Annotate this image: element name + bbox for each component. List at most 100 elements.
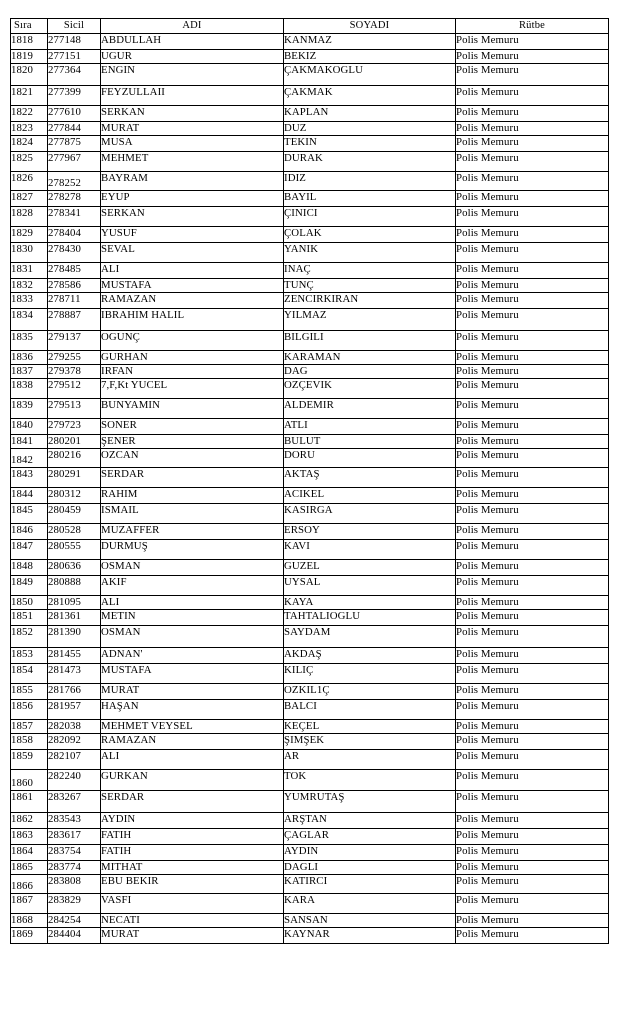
cell-soyadi: TOK [283,769,456,791]
table-row: 1838 279512 7,F,Kt YUCEL OZÇEVIK Polis Memur… [10,378,609,399]
cell-adi: RAHIM [100,487,284,504]
cell-adi: RAMAZAN [100,733,284,750]
cell-rutbe: Polis Memuru [455,292,609,309]
cell-rutbe: Polis Memuru [455,790,609,813]
cell-rutbe: Polis Memuru [455,171,609,191]
table-row: 1864 283754 FATIH AYDIN Polis Memuru [10,844,609,861]
cell-rutbe: Polis Memuru [455,699,609,720]
table-row: 1862 283543 AYDIN ARŞTAN Polis Memuru [10,812,609,829]
cell-sicil: 277148 [47,33,101,50]
cell-rutbe: Polis Memuru [455,913,609,928]
cell-sira: 1820 [10,63,48,86]
cell-rutbe: Polis Memuru [455,539,609,560]
cell-sira: 1835 [10,330,48,351]
cell-sicil: 278711 [47,292,101,309]
cell-adi: MUSTAFA [100,278,284,293]
cell-soyadi: YUMRUTAŞ [283,790,456,813]
cell-sicil: 282038 [47,719,101,734]
page-bottom-margin [10,944,609,984]
cell-soyadi: BEKIZ [283,49,456,64]
cell-sira: 1858 [10,733,48,750]
cell-rutbe: Polis Memuru [455,350,609,365]
cell-rutbe: Polis Memuru [455,242,609,263]
cell-soyadi: BAYIL [283,190,456,207]
table-row: 1851 281361 METIN TAHTALIOGLU Polis Memuru [10,609,609,626]
table-row: 1836 279255 GURHAN KARAMAN Polis Memuru [10,350,609,365]
cell-rutbe: Polis Memuru [455,226,609,243]
table-row: 1863 283617 FATIH ÇAGLAR Polis Memuru [10,828,609,845]
cell-sira: 1839 [10,398,48,419]
cell-sira: 1848 [10,559,48,576]
table-row: 1826 278252 BAYRAM IDIZ Polis Memuru [10,171,609,191]
column-header-sicil: Sicil [47,18,101,34]
cell-sira: 1818 [10,33,48,50]
cell-sicil: 278485 [47,262,101,279]
cell-soyadi: ÇOLAK [283,226,456,243]
cell-sicil: 282107 [47,749,101,770]
cell-sicil: 283774 [47,860,101,875]
cell-sira: 1822 [10,105,48,122]
table-row: 1865 283774 MITHAT DAGLI Polis Memuru [10,860,609,875]
cell-adi: MUZAFFER [100,523,284,540]
table-row: 1819 277151 UGUR BEKIZ Polis Memuru [10,49,609,64]
cell-adi: 7,F,Kt YUCEL [100,378,284,399]
cell-sira: 1828 [10,206,48,227]
cell-adi: OZCAN [100,448,284,468]
table-row: 1833 278711 RAMAZAN ZENCIRKIRAN Polis Memuru [10,292,609,309]
cell-sicil: 281957 [47,699,101,720]
cell-rutbe: Polis Memuru [455,893,609,914]
cell-rutbe: Polis Memuru [455,364,609,379]
cell-sicil: 278341 [47,206,101,227]
cell-sira: 1829 [10,226,48,243]
cell-rutbe: Polis Memuru [455,844,609,861]
cell-adi: MURAT [100,927,284,944]
cell-adi: ABDULLAH [100,33,284,50]
cell-adi: METIN [100,609,284,626]
cell-sira: 1821 [10,85,48,106]
cell-adi: ENGIN [100,63,284,86]
cell-soyadi: BILGILI [283,330,456,351]
table-row: 1827 278278 EYUP BAYIL Polis Memuru [10,190,609,207]
table-row: 1825 277967 MEHMET DURAK Polis Memuru [10,151,609,172]
cell-soyadi: AYDIN [283,844,456,861]
cell-sira: 1869 [10,927,48,944]
table-row: 1845 280459 ISMAIL KASIRGA Polis Memuru [10,503,609,524]
cell-rutbe: Polis Memuru [455,503,609,524]
cell-rutbe: Polis Memuru [455,663,609,684]
cell-soyadi: ACIKEL [283,487,456,504]
cell-sira: 1862 [10,812,48,829]
table-row: 1859 282107 ALI AR Polis Memuru [10,749,609,770]
table-row: 1831 278485 ALI INAÇ Polis Memuru [10,262,609,279]
cell-sicil: 279378 [47,364,101,379]
cell-rutbe: Polis Memuru [455,559,609,576]
cell-sicil: 280216 [47,448,101,468]
cell-soyadi: SANSAN [283,913,456,928]
cell-adi: BAYRAM [100,171,284,191]
cell-rutbe: Polis Memuru [455,278,609,293]
cell-rutbe: Polis Memuru [455,262,609,279]
cell-sira: 1857 [10,719,48,734]
cell-sira: 1832 [10,278,48,293]
cell-sira: 1860 [10,769,48,791]
cell-sira: 1830 [10,242,48,263]
cell-adi: RAMAZAN [100,292,284,309]
cell-sicil: 280555 [47,539,101,560]
cell-sira: 1831 [10,262,48,279]
column-header-sira: Sıra [10,18,48,34]
cell-sicil: 283617 [47,828,101,845]
cell-rutbe: Polis Memuru [455,33,609,50]
cell-sicil: 280528 [47,523,101,540]
cell-sicil: 281095 [47,595,101,610]
cell-sira: 1856 [10,699,48,720]
cell-soyadi: KEÇEL [283,719,456,734]
cell-rutbe: Polis Memuru [455,749,609,770]
cell-sicil: 283267 [47,790,101,813]
cell-soyadi: AKTAŞ [283,467,456,488]
cell-rutbe: Polis Memuru [455,769,609,791]
cell-sicil: 278252 [47,171,101,191]
cell-sicil: 277610 [47,105,101,122]
cell-adi: AYDIN [100,812,284,829]
cell-sicil: 281390 [47,625,101,648]
cell-soyadi: KAYA [283,595,456,610]
cell-sira: 1834 [10,308,48,331]
